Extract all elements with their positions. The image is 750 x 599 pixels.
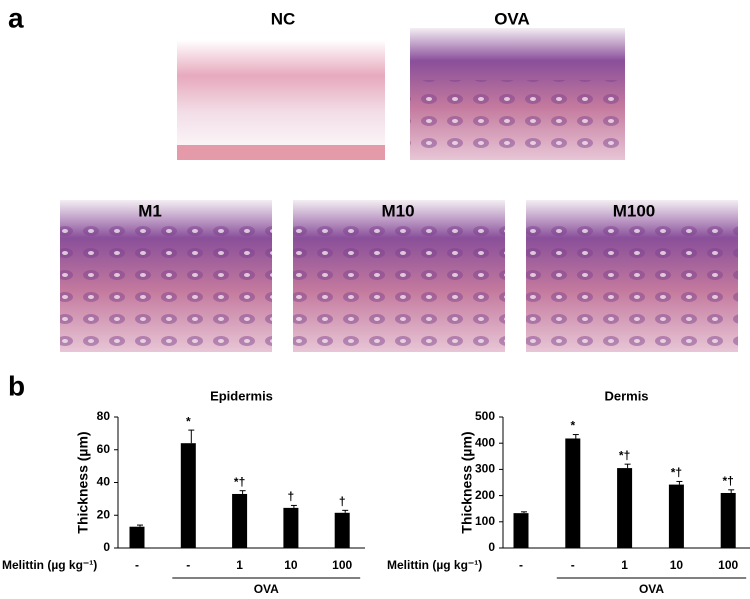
x-tick-label: 10 — [284, 558, 298, 572]
y-tick-label: 60 — [97, 442, 111, 456]
x-tick-label: 1 — [621, 558, 628, 572]
bar — [720, 492, 736, 548]
x-tick-label: 1 — [236, 558, 243, 572]
y-tick-label: 20 — [97, 507, 111, 521]
bar — [232, 493, 248, 548]
annotation: *† — [234, 475, 245, 489]
panel-label: a — [8, 2, 24, 33]
chart-title: Dermis — [604, 388, 648, 403]
x-tick-label: - — [186, 558, 190, 572]
y-tick-label: 100 — [475, 514, 495, 528]
y-tick-label: 300 — [475, 462, 495, 476]
micrograph — [293, 225, 505, 352]
x-tick-label: - — [519, 558, 523, 572]
bar — [334, 512, 350, 548]
micrographs — [60, 28, 738, 352]
annotation: * — [570, 419, 575, 433]
group-label: OVA — [639, 582, 664, 596]
image-label: M100 — [613, 201, 656, 220]
x-tick-label: 10 — [670, 558, 684, 572]
annotation: † — [339, 495, 346, 509]
annotation: *† — [723, 474, 734, 488]
y-tick-label: 40 — [97, 475, 111, 489]
panel-label: b — [8, 370, 25, 401]
y-tick-label: 0 — [103, 540, 110, 554]
image-label: M10 — [381, 201, 414, 220]
image-label: M1 — [138, 201, 162, 220]
bar — [617, 468, 633, 548]
bar — [180, 443, 196, 548]
y-tick-label: 80 — [97, 409, 111, 423]
annotation: *† — [671, 466, 682, 480]
x-tick-label: 100 — [332, 558, 352, 572]
y-tick-label: 400 — [475, 435, 495, 449]
x-tick-label: 100 — [718, 558, 738, 572]
bar — [129, 526, 145, 548]
bar — [668, 484, 684, 548]
annotation: * — [186, 414, 191, 428]
micrograph — [177, 40, 385, 160]
bar — [565, 438, 581, 548]
x-row-label: Melittin (µg kg⁻¹) — [387, 558, 482, 572]
y-axis-label: Thickness (µm) — [459, 431, 475, 533]
micrograph — [60, 225, 272, 352]
bar — [283, 507, 299, 548]
image-label: NC — [271, 9, 296, 28]
chart-title: Epidermis — [210, 388, 273, 403]
micrograph — [526, 225, 738, 352]
y-tick-label: 500 — [475, 409, 495, 423]
y-tick-label: 200 — [475, 488, 495, 502]
y-tick-label: 0 — [488, 540, 495, 554]
x-row-label: Melittin (µg kg⁻¹) — [2, 558, 97, 572]
x-tick-label: - — [571, 558, 575, 572]
annotation: † — [288, 490, 295, 504]
micrograph — [177, 145, 385, 160]
y-axis-label: Thickness (µm) — [75, 431, 91, 533]
annotation: *† — [619, 448, 630, 462]
x-tick-label: - — [135, 558, 139, 572]
micrograph — [410, 80, 625, 160]
group-label: OVA — [254, 582, 279, 596]
image-label: OVA — [494, 9, 530, 28]
bar — [513, 513, 529, 548]
